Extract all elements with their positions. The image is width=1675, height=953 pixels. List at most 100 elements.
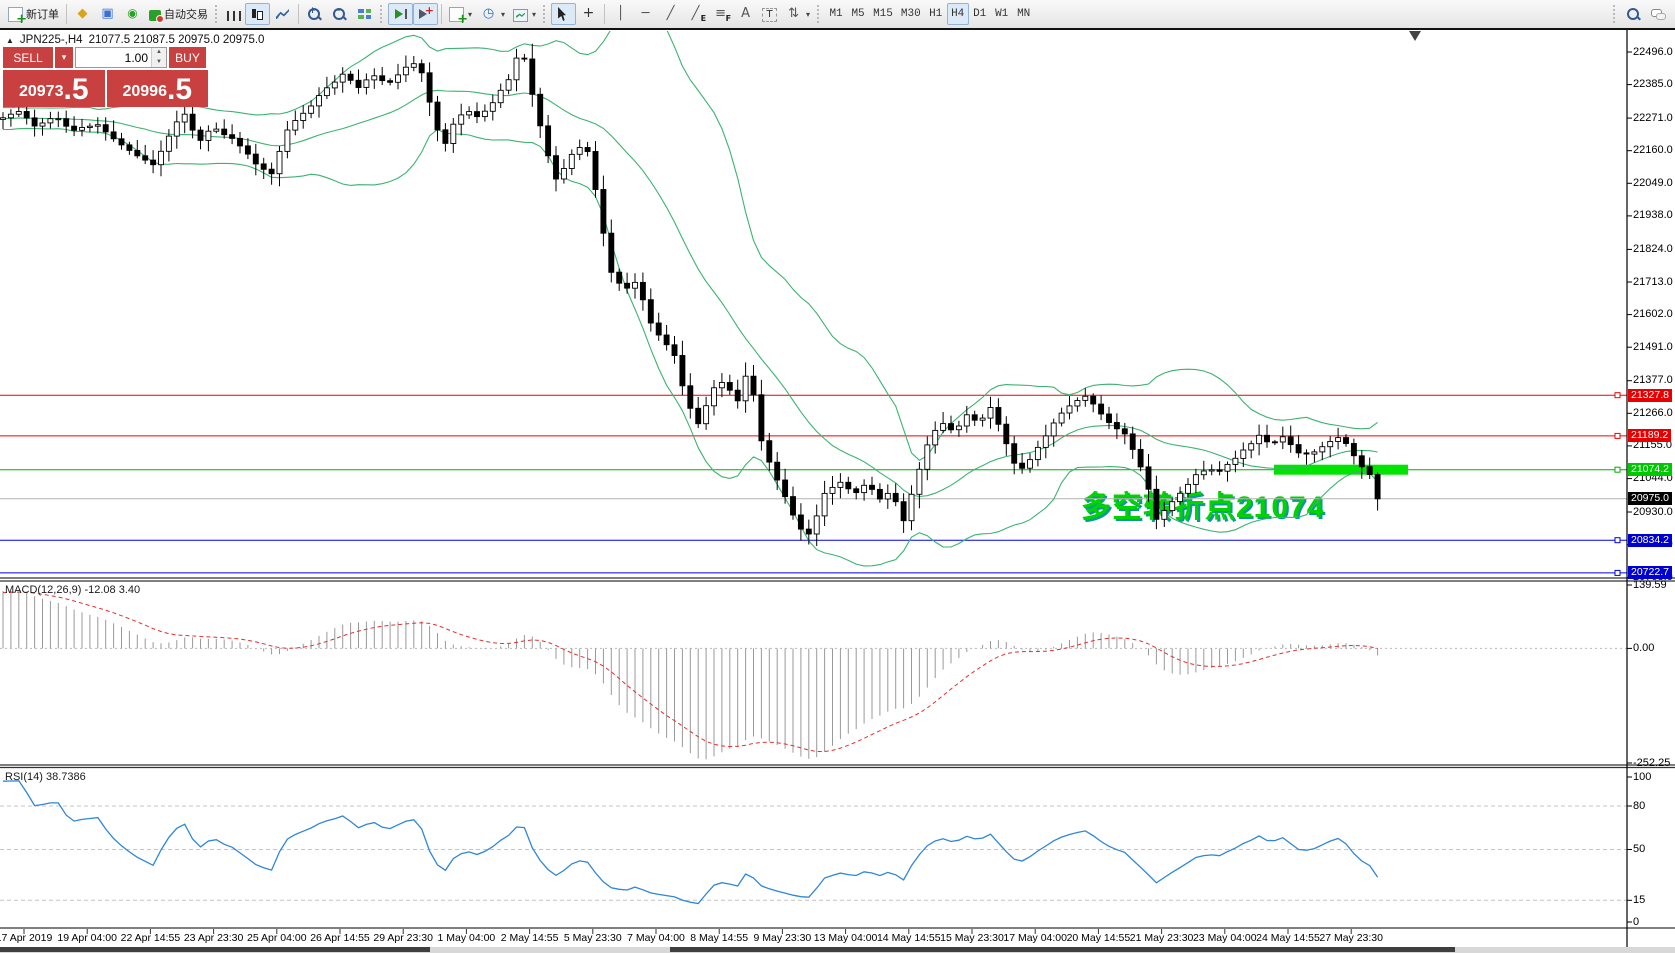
macd-histogram <box>2 590 1379 760</box>
symbol-period-label: JPN225-,H4 <box>19 34 83 46</box>
horizontal-scrollbar[interactable] <box>0 947 1675 953</box>
fibonacci-button[interactable]: ≡ <box>708 3 733 26</box>
collapse-panel-icon[interactable]: ▲ <box>6 35 14 45</box>
auto-scroll-button[interactable] <box>388 3 413 25</box>
new-chart-button[interactable]: ▾ <box>445 3 476 27</box>
rsi-line <box>2 780 1379 905</box>
scrollbar-segment[interactable] <box>0 947 430 952</box>
bar-chart-button[interactable] <box>223 3 245 25</box>
zoom-out-button[interactable]: − <box>327 3 352 25</box>
channel-button[interactable]: ╱ <box>683 3 708 26</box>
rsi-axis-label: 15 <box>1633 893 1646 906</box>
templates-button[interactable]: ▾ <box>509 3 540 25</box>
text-label-button[interactable]: T <box>758 3 781 25</box>
chart-shift-icon <box>417 3 434 22</box>
crosshair-button[interactable]: + <box>576 3 601 25</box>
time-axis-label: 19 Apr 04:00 <box>57 932 117 944</box>
support-zone-rectangle[interactable] <box>1274 464 1408 475</box>
metaeditor-button[interactable]: ◆ <box>70 3 95 25</box>
signals-icon: ◉ <box>127 6 138 20</box>
chevron-down-icon[interactable]: ▾ <box>806 9 811 19</box>
horizontal-line-button[interactable]: ─ <box>633 3 658 25</box>
zoom-in-button[interactable]: + <box>302 3 327 25</box>
search-button[interactable] <box>1621 3 1646 25</box>
fibonacci-icon: ≡ <box>712 6 731 26</box>
time-axis-label: 23 May 04:00 <box>1192 932 1257 944</box>
button-label: 新订单 <box>26 9 59 21</box>
time-axis-label: 20 May 14:55 <box>1066 932 1131 944</box>
rsi-axis-label: 50 <box>1633 843 1646 855</box>
volume-spinner: ▲ ▼ <box>151 48 166 67</box>
timeframe-m5[interactable]: M5 <box>851 8 865 20</box>
chart-shift-marker[interactable] <box>1409 31 1421 41</box>
sell-price-button[interactable]: 20973 .5 <box>3 70 105 107</box>
chat-button[interactable] <box>1646 3 1671 25</box>
sell-button[interactable]: SELL <box>3 47 53 68</box>
line-handle[interactable] <box>1614 466 1621 473</box>
chart-annotation-text: 多空转折点21074 <box>1081 491 1325 524</box>
line-handle[interactable] <box>1614 537 1621 544</box>
order-type-dropdown[interactable]: ▾ <box>55 47 73 68</box>
price-level-badge: 21074.2 <box>1628 463 1672 477</box>
tile-windows-button[interactable] <box>352 3 377 25</box>
cursor-button[interactable] <box>551 3 577 25</box>
volume-up-button[interactable]: ▲ <box>152 48 166 58</box>
market-watch-button[interactable]: ▣ <box>95 3 120 25</box>
time-axis-label: 1 May 04:00 <box>437 932 496 944</box>
buy-button[interactable]: BUY <box>169 47 206 68</box>
bollinger-middle-band <box>2 89 1378 498</box>
time-axis-label: 21 May 23:30 <box>1129 932 1194 944</box>
timeframe-h1[interactable]: H1 <box>929 8 943 20</box>
vertical-line-button[interactable]: │ <box>608 3 633 25</box>
macd-axis-label: 139.59 <box>1633 578 1667 591</box>
time-axis-label: 5 May 23:30 <box>563 932 622 944</box>
chart-shift-button[interactable] <box>413 3 438 25</box>
line-chart-button[interactable] <box>270 3 295 25</box>
profiles-button[interactable]: ◷ ▾ <box>476 3 509 25</box>
new-order-button[interactable]: 新订单 <box>4 3 63 27</box>
macd-signal-line <box>2 591 1378 752</box>
market-watch-icon: ▣ <box>101 6 114 21</box>
trendline-button[interactable]: ╱ <box>658 3 683 25</box>
volume-input[interactable] <box>76 48 151 67</box>
chevron-down-icon[interactable]: ▾ <box>532 9 537 19</box>
chevron-down-icon[interactable]: ▾ <box>501 9 506 19</box>
timeframe-m30[interactable]: M30 <box>900 8 921 20</box>
metaeditor-icon: ◆ <box>77 6 88 21</box>
timeframe-w1[interactable]: W1 <box>995 8 1009 20</box>
price-axis-label: 21824.0 <box>1633 242 1673 255</box>
price-axis-label: 22496.0 <box>1633 45 1673 58</box>
volume-down-button[interactable]: ▼ <box>152 57 166 67</box>
scrollbar-segment[interactable] <box>670 947 1455 952</box>
time-axis-label: 22 Apr 14:55 <box>120 932 181 944</box>
autotrading-button[interactable]: 自动交易 <box>145 3 212 25</box>
chevron-down-icon[interactable]: ▾ <box>468 9 473 19</box>
line-handle[interactable] <box>1614 432 1621 439</box>
toolbar-separator <box>441 4 442 24</box>
bid-price-badge: 20975.0 <box>1628 492 1672 506</box>
line-handle[interactable] <box>1614 569 1621 576</box>
candlestick-chart-button[interactable] <box>245 3 270 25</box>
zoom-in-icon: + <box>306 6 323 22</box>
vertical-line-icon: │ <box>616 6 625 21</box>
button-label: 自动交易 <box>164 9 208 21</box>
sell-price-main: 20973 <box>18 83 64 100</box>
timeframe-m1[interactable]: M1 <box>829 8 843 20</box>
timeframe-m15[interactable]: M15 <box>873 8 893 20</box>
timeframe-d1[interactable]: D1 <box>973 8 987 20</box>
candlestick-chart-icon <box>249 6 266 22</box>
text-button[interactable]: A <box>733 3 758 25</box>
arrows-button[interactable]: ⇅ ▾ <box>781 3 814 25</box>
timeframe-h4[interactable]: H4 <box>946 3 969 25</box>
price-axis-label: 21713.0 <box>1633 275 1673 288</box>
line-handle[interactable] <box>1614 392 1621 399</box>
chart-ohlc-header: ▲ JPN225-,H4 21077.5 21087.5 20975.0 209… <box>6 34 264 46</box>
signals-button[interactable]: ◉ <box>120 3 145 25</box>
timeframe-mn[interactable]: MN <box>1017 8 1031 20</box>
buy-price-button[interactable]: 20996 .5 <box>106 70 208 107</box>
toolbar-separator <box>817 5 822 23</box>
toolbar-separator <box>543 5 548 23</box>
